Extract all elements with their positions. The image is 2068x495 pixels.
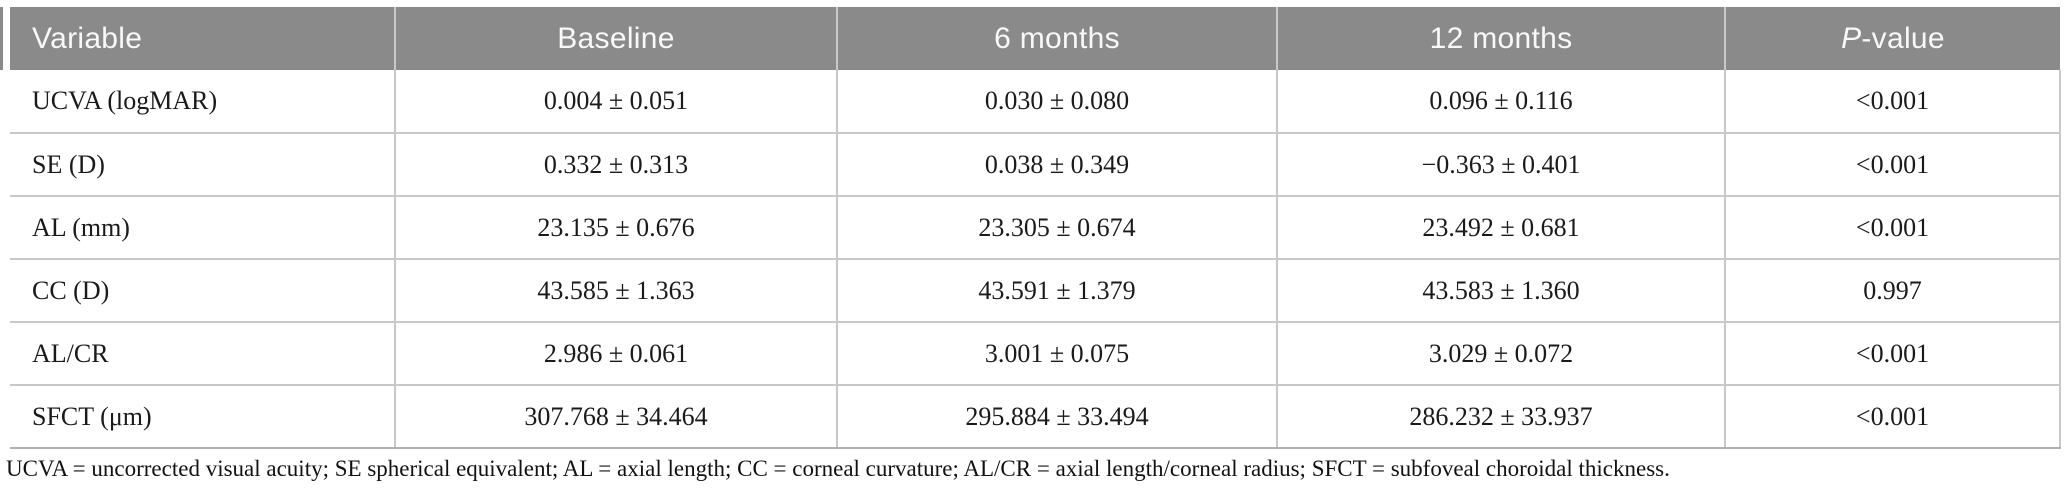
- cell-6-months: 0.038 ± 0.349: [836, 133, 1277, 197]
- row-label: CC (D): [10, 259, 395, 323]
- cell-12-months: −0.363 ± 0.401: [1276, 133, 1725, 197]
- table-header: Variable Baseline 6 months 12 months P-v…: [10, 7, 2060, 70]
- column-header-12-months: 12 months: [1276, 7, 1725, 70]
- cell-baseline: 0.004 ± 0.051: [394, 70, 837, 134]
- cell-12-months: 286.232 ± 33.937: [1276, 385, 1725, 449]
- row-label: AL (mm): [10, 196, 395, 260]
- column-header-p-value: P-value: [1724, 7, 2060, 70]
- table-footnote: UCVA = uncorrected visual acuity; SE sph…: [6, 456, 1670, 481]
- cell-6-months: 295.884 ± 33.494: [836, 385, 1277, 449]
- cell-baseline: 23.135 ± 0.676: [394, 196, 837, 260]
- cell-p-value: <0.001: [1724, 133, 2061, 197]
- cell-6-months: 43.591 ± 1.379: [836, 259, 1277, 323]
- column-header-6-months: 6 months: [836, 7, 1277, 70]
- cell-6-months: 3.001 ± 0.075: [836, 322, 1277, 386]
- row-label: UCVA (logMAR): [10, 70, 395, 134]
- p-value-italic-p: P: [1841, 21, 1862, 55]
- cell-p-value: <0.001: [1724, 385, 2061, 449]
- cell-p-value: <0.001: [1724, 70, 2061, 134]
- p-value-rest: -value: [1861, 21, 1945, 55]
- column-header-baseline: Baseline: [394, 7, 837, 70]
- table-row-se: SE (D) 0.332 ± 0.313 0.038 ± 0.349 −0.36…: [10, 133, 2061, 197]
- cell-12-months: 43.583 ± 1.360: [1276, 259, 1725, 323]
- row-label: SE (D): [10, 133, 395, 197]
- table-row-sfct: SFCT (μm) 307.768 ± 34.464 295.884 ± 33.…: [10, 385, 2061, 449]
- header-left-edge-artifact: [0, 7, 3, 70]
- cell-6-months: 23.305 ± 0.674: [836, 196, 1277, 260]
- table-row-alcr: AL/CR 2.986 ± 0.061 3.001 ± 0.075 3.029 …: [10, 322, 2061, 386]
- cell-baseline: 43.585 ± 1.363: [394, 259, 837, 323]
- cell-12-months: 3.029 ± 0.072: [1276, 322, 1725, 386]
- cell-p-value: 0.997: [1724, 259, 2061, 323]
- table-row-al: AL (mm) 23.135 ± 0.676 23.305 ± 0.674 23…: [10, 196, 2061, 260]
- cell-baseline: 307.768 ± 34.464: [394, 385, 837, 449]
- row-label: AL/CR: [10, 322, 395, 386]
- row-label: SFCT (μm): [10, 385, 395, 449]
- cell-12-months: 23.492 ± 0.681: [1276, 196, 1725, 260]
- table-row-ucva: UCVA (logMAR) 0.004 ± 0.051 0.030 ± 0.08…: [10, 70, 2061, 134]
- table-row-cc: CC (D) 43.585 ± 1.363 43.591 ± 1.379 43.…: [10, 259, 2061, 323]
- column-header-variable: Variable: [10, 7, 395, 70]
- outcomes-table: Variable Baseline 6 months 12 months P-v…: [10, 7, 2061, 449]
- header-row: Variable Baseline 6 months 12 months P-v…: [10, 7, 2060, 70]
- cell-p-value: <0.001: [1724, 322, 2061, 386]
- cell-12-months: 0.096 ± 0.116: [1276, 70, 1725, 134]
- cell-6-months: 0.030 ± 0.080: [836, 70, 1277, 134]
- cell-baseline: 0.332 ± 0.313: [394, 133, 837, 197]
- table-body: UCVA (logMAR) 0.004 ± 0.051 0.030 ± 0.08…: [10, 70, 2061, 449]
- cell-p-value: <0.001: [1724, 196, 2061, 260]
- cell-baseline: 2.986 ± 0.061: [394, 322, 837, 386]
